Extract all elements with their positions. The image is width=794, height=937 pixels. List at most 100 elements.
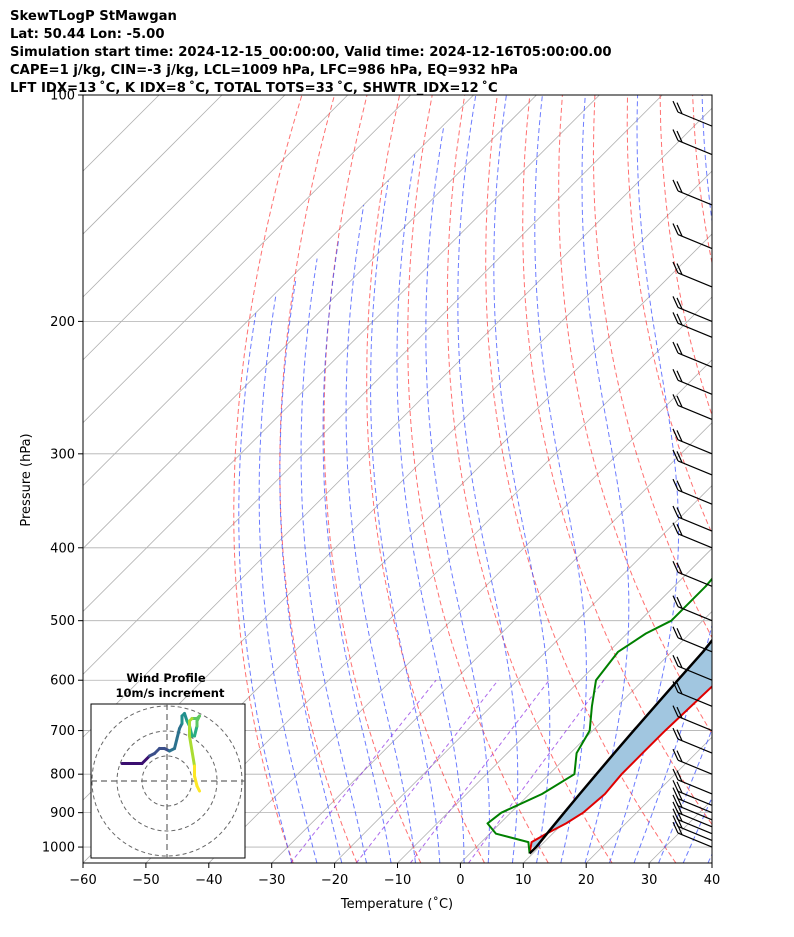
dry-adiabat (592, 95, 712, 639)
mixing-ratio-line (468, 679, 605, 863)
moist-adiabat (609, 95, 679, 863)
y-tick-label: 100 (50, 89, 75, 104)
y-axis-label: Pressure (hPa) (19, 433, 34, 526)
y-tick-label: 600 (50, 674, 75, 689)
moist-adiabat (396, 154, 465, 863)
wind-barb (672, 100, 713, 127)
dry-adiabat (446, 95, 613, 863)
moist-adiabat (493, 95, 551, 863)
mixing-ratio-line (355, 679, 499, 863)
times-line: Simulation start time: 2024-12-15_00:00:… (10, 45, 612, 60)
y-tick-label: 300 (50, 447, 75, 462)
wind-barb (672, 369, 713, 395)
dry-adiabat (790, 95, 794, 863)
dry-adiabat (626, 95, 712, 535)
dry-adiabat (323, 95, 422, 863)
isotherm (83, 95, 537, 550)
x-tick-label: 30 (641, 873, 658, 888)
isotherm (711, 862, 712, 863)
dry-adiabat (407, 95, 549, 863)
chart-header: SkewTLogP StMawgan Lat: 50.44 Lon: -5.00… (10, 8, 612, 98)
wind-barb (672, 626, 713, 653)
indices-line-1: CAPE=1 j/kg, CIN=-3 j/kg, LCL=1009 hPa, … (10, 63, 519, 78)
moist-adiabat (682, 796, 712, 863)
isotherm (83, 107, 712, 738)
y-tick-label: 200 (50, 315, 75, 330)
mixing-ratio-lines (290, 679, 605, 863)
moist-adiabat (707, 853, 712, 863)
x-tick-label: −40 (195, 873, 222, 888)
wind-barb (672, 705, 713, 732)
wind-barb (672, 261, 713, 288)
isotherm (271, 422, 712, 863)
dry-adiabat (522, 95, 712, 826)
dry-adiabat (758, 95, 794, 863)
moist-adiabat (238, 313, 293, 863)
hodograph-trace-segment (175, 727, 181, 740)
mixing-ratio-line (290, 679, 437, 863)
moist-adiabat (633, 95, 712, 863)
x-axis-ticks: −60 −50 −40 −30 −20 −10 0 10 20 30 40 (69, 863, 720, 888)
temperature-line (528, 685, 712, 854)
isotherm (397, 547, 712, 863)
wind-barb (672, 595, 713, 622)
x-tick-label: −10 (384, 873, 411, 888)
dry-adiabat (233, 95, 303, 863)
hodograph-trace-segment (193, 724, 199, 738)
wind-barbs (672, 100, 713, 848)
x-tick-label: −60 (69, 873, 96, 888)
wind-barb (672, 505, 713, 532)
y-tick-label: 700 (50, 724, 75, 739)
wind-barb (672, 179, 713, 206)
wind-barb (672, 341, 713, 368)
wind-barb (672, 522, 713, 549)
isotherm (523, 673, 712, 863)
dry-adiabat (279, 95, 358, 863)
mixing-ratio-line (409, 679, 550, 863)
isotherm (334, 485, 712, 863)
parcel-line (528, 638, 712, 855)
x-tick-label: −30 (258, 873, 285, 888)
indices-line-2: LFT IDX=13 ˚C, K IDX=8 ˚C, TOTAL TOTS=33… (10, 81, 498, 96)
dry-adiabat (659, 95, 712, 417)
x-tick-label: 0 (456, 873, 464, 888)
wind-barb (672, 561, 713, 587)
x-tick-label: 20 (578, 873, 595, 888)
wind-barb (672, 780, 713, 806)
dry-adiabat (366, 95, 485, 863)
dry-adiabat (485, 95, 677, 863)
moist-adiabat (581, 95, 630, 863)
isotherm (83, 95, 223, 235)
wind-barb (672, 681, 713, 707)
x-tick-label: 40 (704, 873, 721, 888)
wind-barb (672, 768, 713, 795)
x-tick-label: −20 (321, 873, 348, 888)
moist-adiabat (345, 204, 416, 863)
hodograph-trace-segment (140, 754, 151, 765)
hodograph-trace-segment (195, 784, 201, 793)
moist-adiabat (425, 126, 490, 863)
x-tick-label: 10 (515, 873, 532, 888)
dry-adiabat (692, 95, 712, 266)
wind-barb (672, 296, 713, 322)
moist-adiabat (258, 295, 318, 863)
y-axis-ticks: 100 200 300 400 500 600 700 800 900 1000 (42, 89, 83, 856)
isotherm (208, 359, 712, 863)
isotherm (83, 95, 600, 612)
chart-title: SkewTLogP StMawgan (10, 9, 177, 24)
wind-barb (672, 394, 713, 420)
hodograph-trace-segment (188, 734, 194, 753)
isotherm (83, 95, 286, 298)
wind-barb (672, 428, 713, 455)
isotherm (83, 95, 411, 424)
y-tick-label: 800 (50, 768, 75, 783)
hodograph-trace-segment (190, 749, 196, 768)
x-tick-label: −50 (132, 873, 159, 888)
moist-adiabat (279, 277, 343, 863)
wind-barb (672, 129, 713, 156)
moist-adiabat (300, 258, 367, 863)
wind-barb (672, 223, 713, 250)
dewpoint-line (486, 577, 712, 854)
wind-barb (672, 727, 713, 754)
